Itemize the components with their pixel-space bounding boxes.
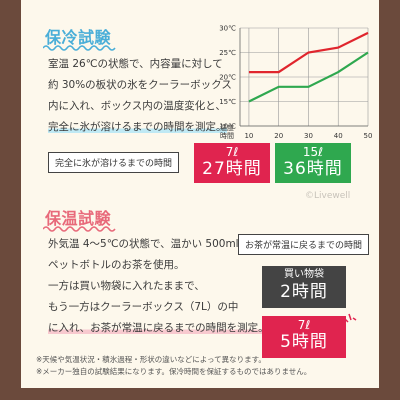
chart-grid — [239, 27, 369, 127]
warm-title-wavy-underline — [43, 226, 116, 232]
cold-badge-7l-size: 7ℓ — [225, 145, 239, 159]
warm-desc-line-2: ペットボトルのお茶を使用。 — [48, 259, 185, 271]
footnote-2: ※メーカー独自の試験結果になります。保冷時間を保証するものではありません。 — [36, 367, 312, 376]
warm-desc-highlight: に入れ、お茶が常温に戻るまでの時間を測定。 — [48, 322, 269, 334]
chart-y-tick-label: 30℃ — [219, 25, 236, 33]
warm-desc-line-4: もう一方はクーラーボックス（7L）の中 — [48, 301, 239, 313]
cold-desc-line-1: 室温 26℃の状態で、内容量に対して — [48, 58, 223, 70]
cold-test-title: 保冷試験 — [45, 28, 112, 47]
warm-desc-line-1: 外気温 4～5℃の状態で、温かい 500ml — [48, 238, 239, 250]
chart-y-tick-label: 20℃ — [219, 74, 236, 82]
cold-test-description: 室温 26℃の状態で、内容量に対して 約 30%の板状の氷をクーラーボックス 内… — [48, 54, 232, 138]
warm-badge-bag-time: 2時間 — [280, 282, 328, 302]
warm-test-description: 外気温 4～5℃の状態で、温かい 500ml ペットボトルのお茶を使用。 一方は… — [48, 234, 269, 339]
chart-series-line-1 — [248, 51, 369, 103]
chart-x-tick-label: 30 — [304, 132, 313, 140]
cold-badge-7l-time: 27時間 — [202, 159, 262, 179]
footnotes: ※天候や気温状況・積氷過程・形状の違いなどによって異なります。 ※メーカー独自の… — [36, 354, 311, 378]
chart-y-axis-title: 温度 — [220, 123, 234, 132]
temperature-chart: 30℃ 25℃ 20℃ 15℃ 10℃ 10 20 30 40 50 温度 時間 — [219, 25, 372, 141]
cold-desc-line-3: 内に入れ、ボックス内の温度変化と、 — [48, 100, 226, 112]
warm-desc-line-3: 一方は買い物袋に入れたままで、 — [48, 280, 205, 292]
warm-test-title: 保温試験 — [45, 209, 112, 228]
warm-measure-label: お茶が常温に戻るまでの時間 — [238, 234, 370, 255]
chart-y-tick-label: 10℃ — [219, 123, 236, 131]
warm-badge-7l-time: 5時間 — [280, 332, 328, 352]
warm-badge-7l: 7ℓ 5時間 — [262, 316, 346, 358]
warm-badge-7l-size: 7ℓ — [297, 318, 311, 332]
watermark: ©Livewell — [305, 191, 351, 201]
chart-tick-labels: 30℃ 25℃ 20℃ 15℃ 10℃ 10 20 30 40 50 — [219, 25, 372, 141]
cold-badge-15l: 15ℓ 36時間 — [275, 143, 351, 183]
chart-x-tick-label: 10 — [244, 132, 253, 140]
cold-badge-7l: 7ℓ 27時間 — [194, 143, 270, 183]
warm-badge-bag: 買い物袋 2時間 — [262, 266, 346, 308]
chart-x-tick-label: 20 — [274, 132, 283, 140]
chart-x-tick-label: 40 — [334, 132, 343, 140]
chart-y-tick-label: 25℃ — [219, 49, 236, 57]
cold-badge-15l-size: 15ℓ — [302, 145, 324, 159]
chart-series — [248, 31, 369, 103]
chart-x-tick-label: 50 — [364, 132, 373, 140]
cold-desc-line-2: 約 30%の板状の氷をクーラーボックス — [48, 79, 232, 91]
cold-badge-15l-time: 36時間 — [283, 159, 343, 179]
cold-title-wavy-underline — [43, 45, 116, 51]
warm-badge-bag-label: 買い物袋 — [284, 269, 324, 280]
cold-measure-label: 完全に氷が溶けるまでの時間 — [48, 152, 180, 173]
cold-desc-highlight: 完全に氷が溶けるまでの時間を測定。 — [48, 121, 227, 133]
chart-y-tick-label: 15℃ — [219, 98, 236, 106]
chart-series-line-0 — [248, 31, 369, 74]
footnote-1: ※天候や気温状況・積氷過程・形状の違いなどによって異なります。 — [36, 355, 266, 364]
chart-x-axis-title: 時間 — [220, 132, 234, 140]
